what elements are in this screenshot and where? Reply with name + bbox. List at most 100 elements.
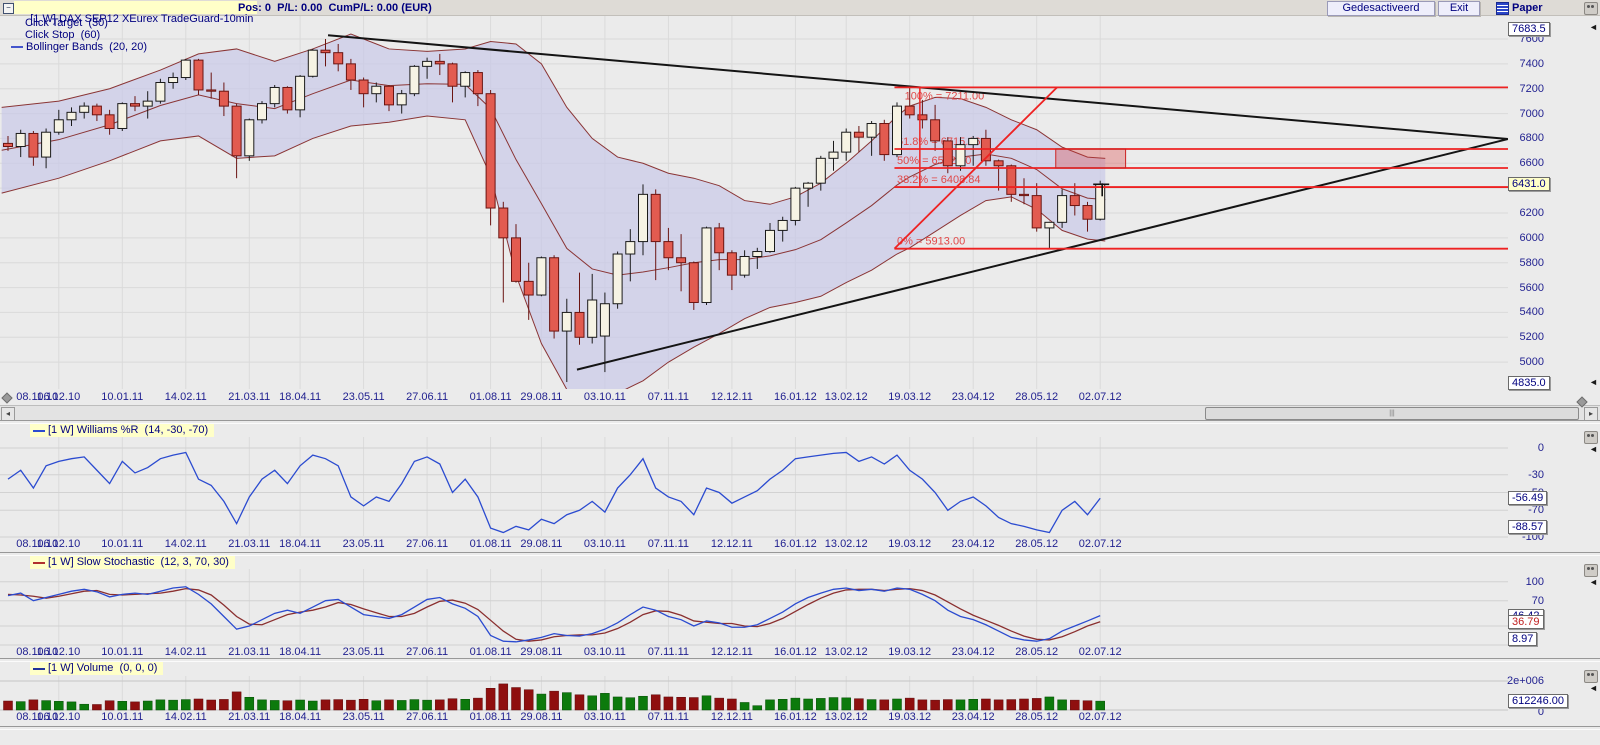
- date-label: 12.12.11: [710, 538, 753, 550]
- williams-dash-icon: [33, 430, 45, 432]
- collapse-icon[interactable]: −: [3, 3, 14, 14]
- scroll-right-arrow-icon[interactable]: ▸: [1584, 407, 1598, 421]
- date-label: 03.10.11: [583, 538, 626, 550]
- volume-panel-icon[interactable]: [1584, 670, 1598, 683]
- axis-tick-label: 100: [1525, 575, 1544, 588]
- date-label: 23.05.11: [342, 391, 385, 403]
- axis-tick-label: 5600: [1519, 281, 1544, 294]
- volume-panel-header[interactable]: [1 W] Volume (0, 0, 0): [30, 662, 164, 675]
- date-label: 28.05.12: [1015, 646, 1059, 658]
- date-label: 07.11.11: [647, 391, 689, 403]
- position-stats: Pos: 0 P/L: 0.00 CumP/L: 0.00 (EUR): [238, 2, 432, 14]
- legend-click-stop[interactable]: Click Stop (60): [25, 29, 101, 41]
- range-low-marker-icon: ◄: [1589, 377, 1598, 387]
- axis-tick-label: 70: [1531, 594, 1544, 607]
- date-label: 21.03.11: [228, 646, 271, 658]
- horizontal-scrollbar[interactable]: ◂ ||| ▸: [0, 405, 1600, 421]
- date-label: 18.04.11: [279, 391, 322, 403]
- date-label: 14.02.11: [164, 646, 207, 658]
- date-label: 13.02.12: [824, 538, 868, 550]
- date-label: 27.06.11: [406, 391, 449, 403]
- date-label: 27.06.11: [406, 538, 449, 550]
- date-label: 10.01.11: [101, 711, 144, 723]
- date-label: 02.07.12: [1078, 646, 1122, 658]
- date-label: 06.12.10: [37, 711, 81, 723]
- date-label: 29.08.11: [520, 711, 563, 723]
- date-label: 10.01.11: [101, 391, 144, 403]
- volume-marker-icon: ◄: [1589, 683, 1598, 693]
- date-label: 27.06.11: [406, 646, 449, 658]
- date-label: 01.08.11: [469, 646, 512, 658]
- deactivated-button[interactable]: Gedesactiveerd: [1327, 1, 1435, 16]
- axis-value-box: 612246.00: [1508, 694, 1568, 709]
- date-label: 08.11.10: [16, 711, 59, 723]
- date-label: 03.10.11: [583, 646, 626, 658]
- date-label: 16.01.12: [773, 538, 817, 550]
- date-label: 13.02.12: [824, 391, 868, 403]
- date-label: 23.05.11: [342, 646, 385, 658]
- date-label: 16.01.12: [773, 646, 817, 658]
- date-label: 23.04.12: [951, 711, 995, 723]
- williams-marker-icon: ◄: [1589, 444, 1598, 454]
- stochastic-line: [7, 586, 1101, 643]
- window-icon[interactable]: [1584, 2, 1598, 15]
- date-label: 13.02.12: [824, 711, 868, 723]
- date-label: 23.05.11: [342, 538, 385, 550]
- axis-tick-label: 7000: [1519, 107, 1544, 120]
- date-label: 21.03.11: [228, 391, 271, 403]
- date-label: 28.05.12: [1015, 711, 1059, 723]
- axis-tick-label: 5200: [1519, 331, 1544, 344]
- chart-title-strip: [1 W] DAX SEP12 XEurex TradeGuard-10min: [14, 1, 258, 25]
- candlesticks: [3, 39, 1106, 383]
- bollinger-dash-icon: [11, 46, 23, 48]
- date-label: 08.11.10: [16, 646, 59, 658]
- date-label: 01.08.11: [469, 391, 512, 403]
- volume-bars: [3, 683, 1105, 711]
- stochastic-panel-icon[interactable]: [1584, 564, 1598, 577]
- scrollbar-thumb[interactable]: |||: [1205, 407, 1579, 420]
- date-label: 19.03.12: [888, 711, 932, 723]
- axis-value-box: -88.57: [1508, 519, 1548, 534]
- panel-separator: [0, 552, 1600, 556]
- axis-tick-label: 0: [1537, 442, 1544, 454]
- axis-tick-label: 7400: [1519, 57, 1544, 70]
- scroll-left-arrow-icon[interactable]: ◂: [1, 407, 15, 421]
- axis-tick-label: 7600: [1519, 33, 1544, 45]
- date-label: 01.08.11: [469, 711, 512, 723]
- date-label: 29.08.11: [520, 391, 563, 403]
- date-label: 06.12.10: [37, 538, 81, 550]
- axis-tick-label: -30: [1528, 468, 1544, 481]
- legend-click-target[interactable]: Click Target (30): [25, 17, 108, 29]
- date-label: 29.08.11: [520, 538, 563, 550]
- date-label: 12.12.11: [710, 646, 753, 658]
- stochastic-panel-header[interactable]: [1 W] Slow Stochastic (12, 3, 70, 30): [30, 556, 235, 569]
- axis-value-box: 4835.0: [1508, 375, 1550, 390]
- trendline: [576, 138, 1509, 371]
- axis-value-box: 8.97: [1508, 632, 1538, 647]
- instrument-title: [1 W] DAX SEP12: [30, 13, 119, 25]
- axis-tick-label: 0: [1537, 706, 1544, 718]
- axis-tick-label: 6000: [1519, 231, 1544, 244]
- date-label: 27.06.11: [406, 711, 449, 723]
- axis-tick-label: 5400: [1519, 306, 1544, 319]
- fib-diagonal: [893, 86, 1058, 250]
- exit-button[interactable]: Exit: [1438, 1, 1480, 16]
- legend-bollinger[interactable]: Bollinger Bands (20, 20): [26, 41, 148, 53]
- date-label: 28.05.12: [1015, 538, 1059, 550]
- date-label: 23.04.12: [951, 391, 995, 403]
- fib-label: 0% = 5913.00: [897, 236, 965, 248]
- date-label: 12.12.11: [710, 391, 753, 403]
- date-label: 07.11.11: [647, 538, 689, 550]
- date-label: 10.01.11: [101, 646, 144, 658]
- date-label: 23.04.12: [951, 538, 995, 550]
- axis-value-box: 7683.5: [1508, 21, 1550, 36]
- target-zone-box: [1055, 148, 1127, 169]
- axis-value-box: -56.49: [1508, 491, 1548, 506]
- williams-panel-header[interactable]: [1 W] Williams %R (14, -30, -70): [30, 424, 215, 437]
- williams-panel-icon[interactable]: [1584, 431, 1598, 444]
- date-label: 14.02.11: [164, 711, 207, 723]
- stochastic-dash-icon: [33, 562, 45, 564]
- date-label: 02.07.12: [1078, 391, 1122, 403]
- date-label: 16.01.12: [773, 711, 817, 723]
